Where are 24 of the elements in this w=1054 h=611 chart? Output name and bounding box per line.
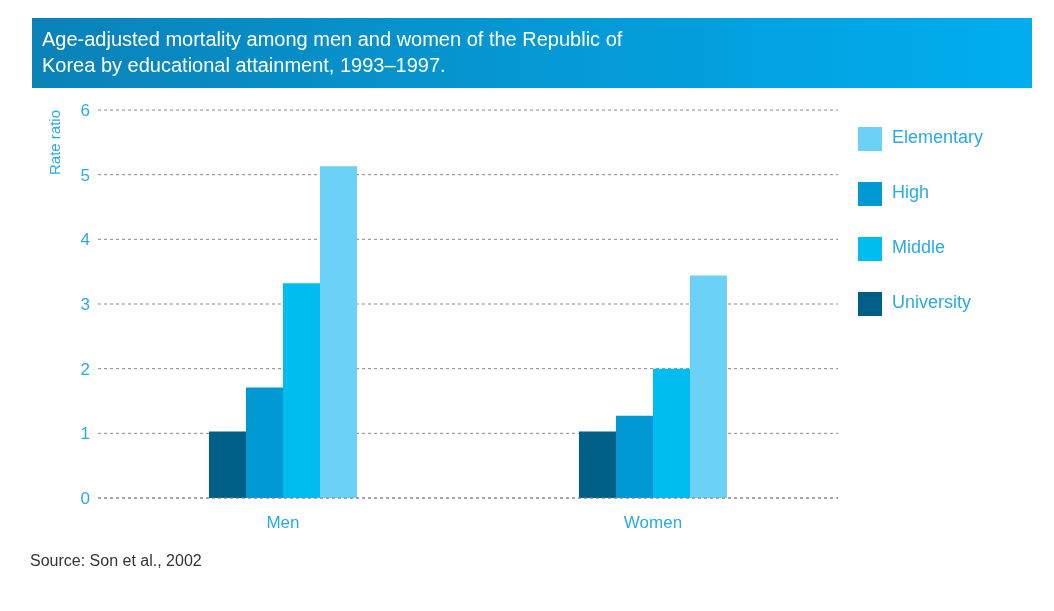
- y-tick-label: 5: [80, 165, 90, 185]
- bar: [209, 431, 246, 498]
- y-tick-label: 4: [80, 230, 90, 250]
- bar: [283, 283, 320, 498]
- y-axis-title: Rate ratio: [46, 110, 63, 176]
- y-tick-label: 3: [80, 295, 90, 315]
- bar: [690, 275, 727, 498]
- bar: [246, 387, 283, 498]
- y-tick-label: 0: [80, 489, 90, 509]
- y-tick-label: 1: [80, 424, 90, 444]
- chart-title: Age-adjusted mortality among men and women of the Republic of Korea by educational attainment, 1993–1997.: [42, 27, 624, 78]
- legend-label: Elementary: [892, 127, 984, 147]
- x-tick-label: Men: [266, 513, 300, 533]
- y-tick-label: 2: [80, 359, 90, 379]
- bar: [579, 431, 616, 498]
- bar: [616, 415, 653, 498]
- legend-label: Middle: [892, 237, 946, 257]
- source-note: Source: Son et al., 2002: [30, 552, 203, 570]
- y-tick-label: 6: [80, 101, 90, 121]
- legend-label: University: [892, 292, 972, 312]
- legend-label: High: [892, 182, 930, 202]
- x-tick-label: Women: [623, 513, 683, 533]
- bar: [320, 166, 357, 498]
- bar: [653, 368, 690, 498]
